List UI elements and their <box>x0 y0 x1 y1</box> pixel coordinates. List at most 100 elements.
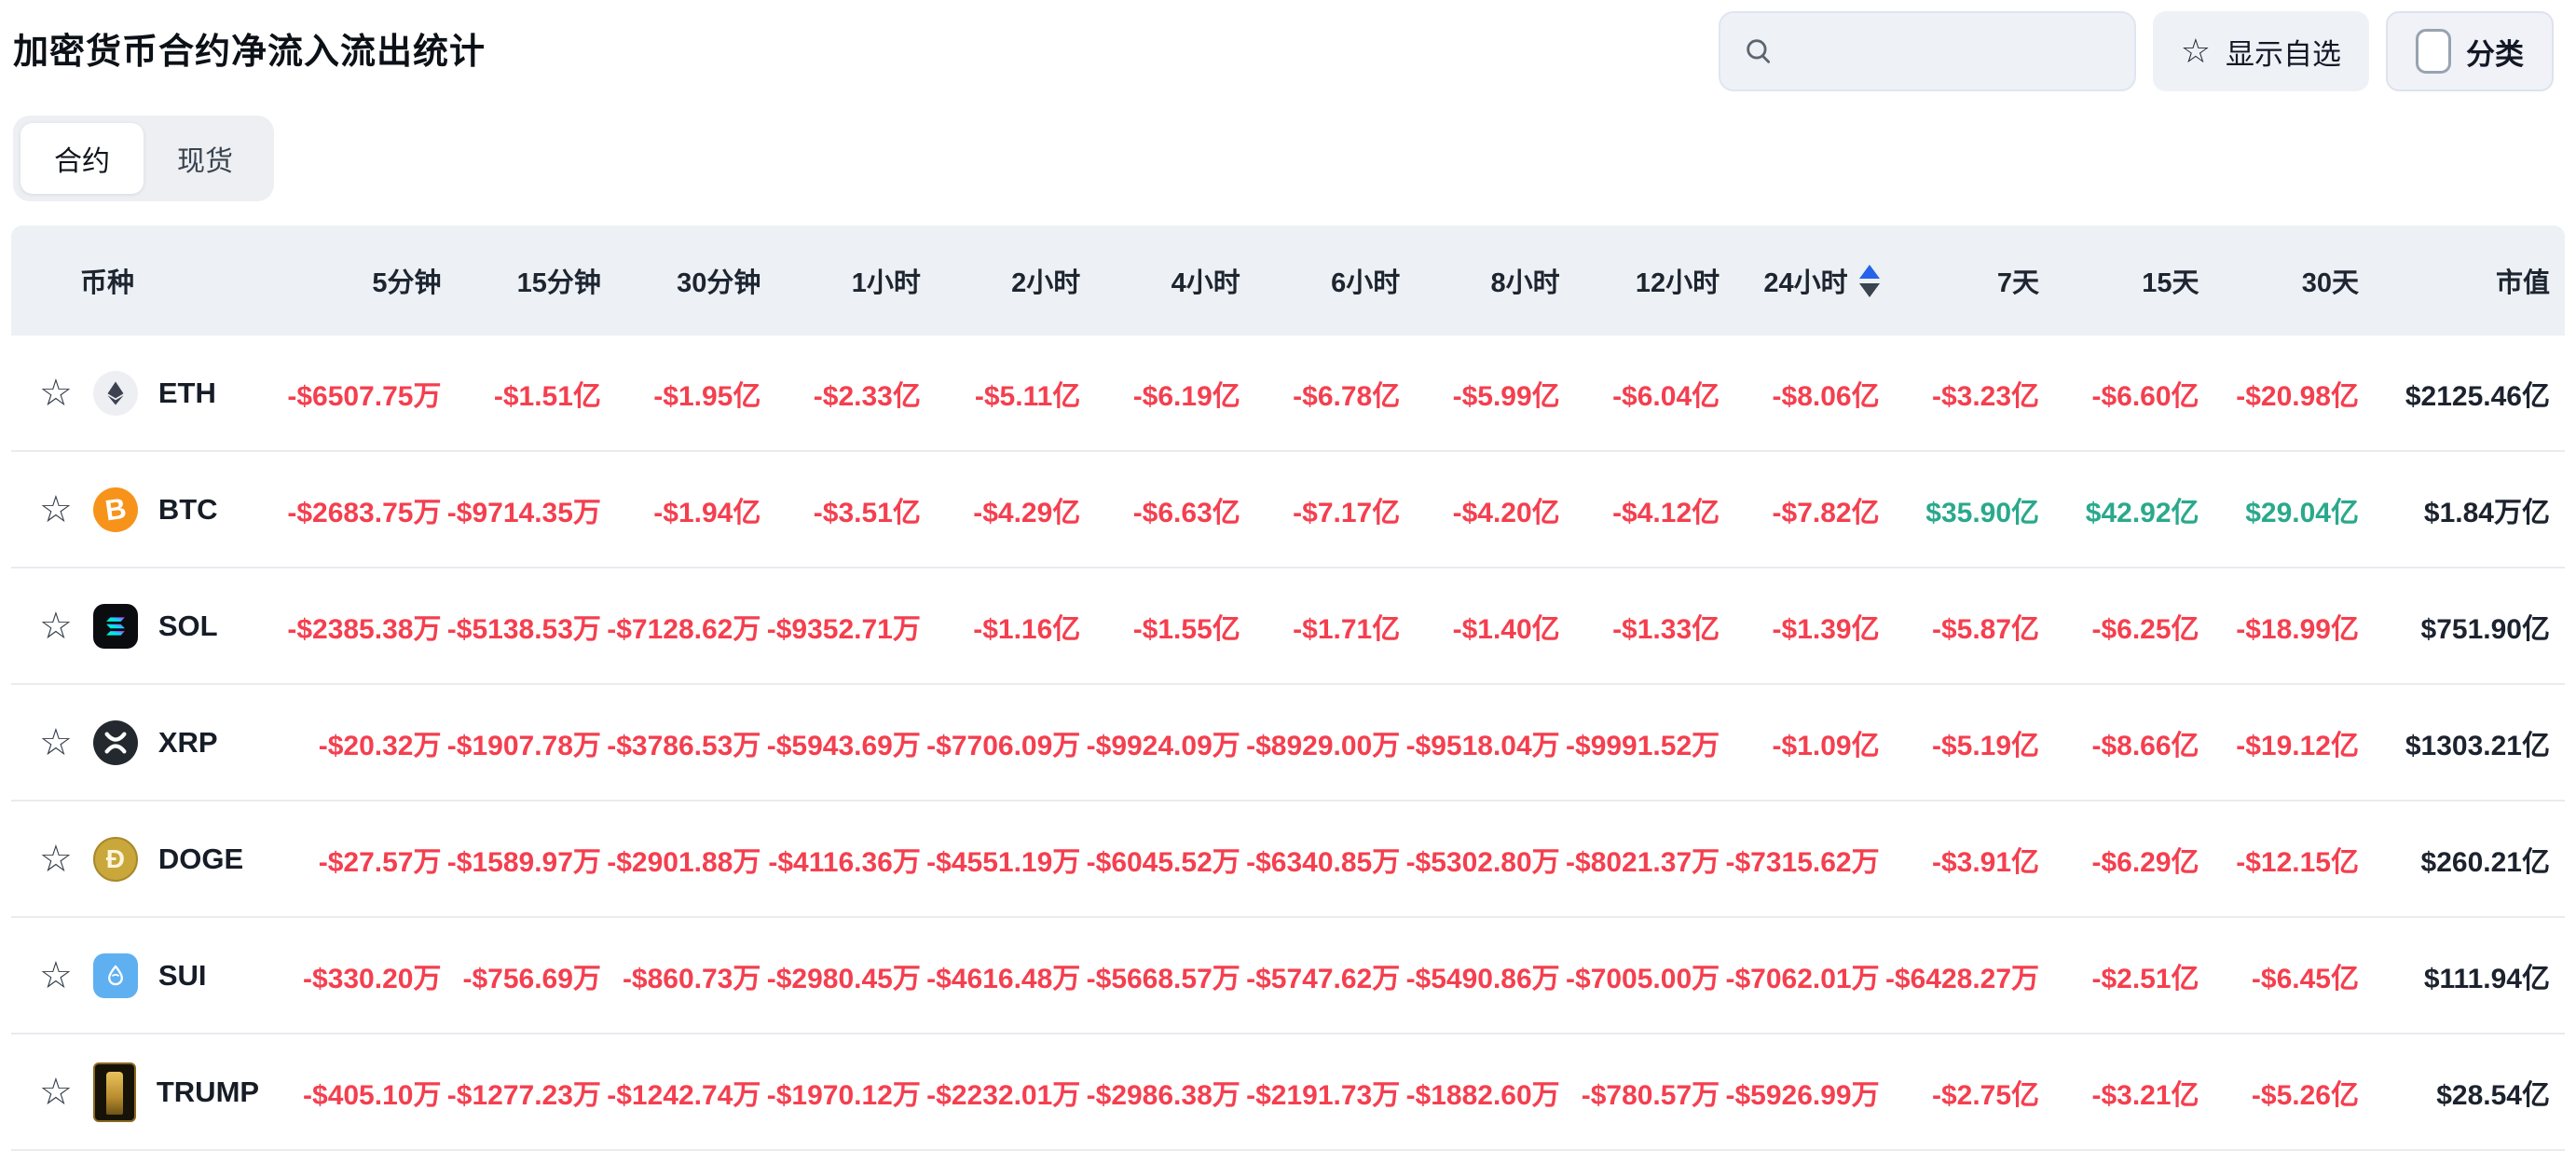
coin-cell: ☆ ETH <box>11 370 281 416</box>
flow-value-8小时: -$1.40亿 <box>1452 613 1560 645</box>
top-controls: ☆ 显示自选 分类 <box>1718 11 2554 91</box>
sort-desc-icon <box>1858 282 1880 297</box>
coin-cell: ☆ SUI <box>11 952 281 998</box>
search-icon <box>1746 39 1770 63</box>
flow-value-5分钟: -$2385.38万 <box>287 613 442 645</box>
table-header-row: 币种 5分钟 15分钟 30分钟 1小时 2小时 4小时 6小时 8小时 12小时 24小时 7天 15… <box>11 226 2565 336</box>
column-header-15天[interactable]: 15天 <box>2142 268 2199 298</box>
sol-icon <box>92 603 138 649</box>
flow-value-2小时: -$5.11亿 <box>974 380 1081 412</box>
column-header-市值[interactable]: 市值 <box>2495 268 2550 298</box>
flow-value-5分钟: -$2683.75万 <box>287 497 442 528</box>
search-box[interactable] <box>1718 11 2136 91</box>
market-cap-value: $751.90亿 <box>2420 613 2550 645</box>
category-checkbox[interactable] <box>2416 29 2451 74</box>
flow-value-7天: -$3.23亿 <box>1931 380 2040 412</box>
column-header-24小时[interactable]: 24小时 <box>1720 261 1880 300</box>
flow-value-15分钟: -$1589.97万 <box>446 846 601 878</box>
flow-value-12小时: -$1.33亿 <box>1612 613 1720 645</box>
flow-value-30分钟: -$1242.74万 <box>607 1079 761 1111</box>
flow-value-4小时: -$6.19亿 <box>1132 380 1240 412</box>
table-row-XRP[interactable]: ☆ XRP -$20.32万 -$1907.78万 -$3786.53万 -$5943.6… <box>11 685 2565 802</box>
column-header-30分钟[interactable]: 30分钟 <box>677 268 761 298</box>
column-header-15分钟[interactable]: 15分钟 <box>516 268 601 298</box>
flow-value-24小时: -$7062.01万 <box>1725 963 1880 994</box>
trump-icon <box>92 1062 136 1122</box>
flow-value-4小时: -$9924.09万 <box>1086 730 1240 761</box>
table-row-SOL[interactable]: ☆ SOL -$2385.38万 -$5138.53万 -$7128.62万 -$9352… <box>11 569 2565 685</box>
coin-symbol: DOGE <box>158 842 244 875</box>
flow-value-1小时: -$3.51亿 <box>813 497 921 528</box>
coin-cell: ☆ XRP <box>11 719 281 765</box>
column-header-12小时[interactable]: 12小时 <box>1635 268 1720 298</box>
tab-contracts[interactable]: 合约 <box>21 123 144 194</box>
category-button[interactable]: 分类 <box>2386 11 2554 91</box>
column-header-7天[interactable]: 7天 <box>1996 268 2040 298</box>
flow-value-12小时: -$8021.37万 <box>1566 846 1720 878</box>
star-icon: ☆ <box>2180 32 2211 70</box>
flow-value-5分钟: -$6507.75万 <box>287 380 442 412</box>
favorite-star-icon[interactable]: ☆ <box>39 838 73 880</box>
flow-value-30天: -$6.45亿 <box>2251 963 2359 994</box>
flow-value-12小时: -$7005.00万 <box>1566 963 1720 994</box>
market-cap-value: $111.94亿 <box>2423 963 2550 994</box>
flow-value-2小时: -$1.16亿 <box>973 613 1081 645</box>
flow-value-2小时: -$4616.48万 <box>926 963 1081 994</box>
flow-value-6小时: -$7.17亿 <box>1293 497 1401 528</box>
page-title: 加密货币合约净流入流出统计 <box>13 33 486 72</box>
coin-cell: ☆ B BTC <box>11 486 281 532</box>
table-row-BTC[interactable]: ☆ B BTC -$2683.75万 -$9714.35万 -$1.94亿 -$3.51亿 -… <box>11 452 2565 569</box>
column-header-6小时[interactable]: 6小时 <box>1331 268 1401 298</box>
coin-symbol: BTC <box>158 492 218 526</box>
flow-value-12小时: -$4.12亿 <box>1612 497 1720 528</box>
flow-value-15分钟: -$1277.23万 <box>446 1079 601 1111</box>
flow-value-4小时: -$6.63亿 <box>1132 497 1240 528</box>
sort-arrows-icon[interactable] <box>1858 264 1880 297</box>
tab-spot[interactable]: 现货 <box>144 123 267 194</box>
flow-value-1小时: -$4116.36万 <box>768 846 921 878</box>
show-favorites-button[interactable]: ☆ 显示自选 <box>2152 11 2369 91</box>
table-row-DOGE[interactable]: ☆ Ð DOGE -$27.57万 -$1589.97万 -$2901.88万 -$4116… <box>11 802 2565 918</box>
favorite-star-icon[interactable]: ☆ <box>39 721 73 763</box>
flow-value-1小时: -$1970.12万 <box>766 1079 921 1111</box>
flow-value-7天: -$6428.27万 <box>1884 963 2040 994</box>
flow-value-30分钟: -$2901.88万 <box>607 846 761 878</box>
eth-icon <box>92 370 138 416</box>
column-header-8小时[interactable]: 8小时 <box>1490 268 1560 298</box>
column-header-label: 24小时 <box>1763 268 1848 298</box>
favorite-star-icon[interactable]: ☆ <box>39 1071 73 1113</box>
favorite-star-icon[interactable]: ☆ <box>39 488 73 530</box>
flow-value-24小时: -$1.39亿 <box>1772 613 1880 645</box>
table-row-TRUMP[interactable]: ☆ TRUMP -$405.10万 -$1277.23万 -$1242.74万 -$197… <box>11 1035 2565 1151</box>
flow-value-7天: -$3.91亿 <box>1931 846 2040 878</box>
column-header-4小时[interactable]: 4小时 <box>1171 268 1240 298</box>
flow-value-7天: -$2.75亿 <box>1931 1079 2040 1111</box>
search-input[interactable] <box>1788 34 2112 68</box>
favorite-star-icon[interactable]: ☆ <box>39 605 73 647</box>
column-header-30天[interactable]: 30天 <box>2301 268 2359 298</box>
flow-value-24小时: -$5926.99万 <box>1725 1079 1880 1111</box>
flow-value-30天: -$19.12亿 <box>2236 730 2359 761</box>
flow-value-15天: -$6.25亿 <box>2091 613 2199 645</box>
column-header-5分钟[interactable]: 5分钟 <box>372 268 442 298</box>
column-header-2小时[interactable]: 2小时 <box>1011 268 1081 298</box>
flow-value-30分钟: -$1.94亿 <box>653 497 761 528</box>
column-header-1小时[interactable]: 1小时 <box>851 268 921 298</box>
coin-symbol: TRUMP <box>156 1075 260 1108</box>
xrp-icon <box>92 719 138 765</box>
flow-value-2小时: -$7706.09万 <box>926 730 1081 761</box>
flow-value-15天: -$6.29亿 <box>2091 846 2199 878</box>
market-cap-value: $1303.21亿 <box>2405 730 2550 761</box>
btc-icon: B <box>92 486 138 532</box>
table-row-SUI[interactable]: ☆ SUI -$330.20万 -$756.69万 -$860.73万 -$2980.45… <box>11 918 2565 1035</box>
market-cap-value: $28.54亿 <box>2436 1079 2550 1111</box>
favorite-star-icon[interactable]: ☆ <box>39 372 73 414</box>
favorite-star-icon[interactable]: ☆ <box>39 954 73 996</box>
header-bar: 加密货币合约净流入流出统计 ☆ 显示自选 分类 <box>0 0 2576 91</box>
coin-cell: ☆ SOL <box>11 603 281 649</box>
flow-value-24小时: -$1.09亿 <box>1772 730 1880 761</box>
flow-value-8小时: -$5302.80万 <box>1405 846 1560 878</box>
table-body: ☆ ETH -$6507.75万 -$1.51亿 -$1.95亿 -$2.33亿 -$5.1… <box>11 336 2565 1151</box>
flow-value-24小时: -$8.06亿 <box>1772 380 1880 412</box>
table-row-ETH[interactable]: ☆ ETH -$6507.75万 -$1.51亿 -$1.95亿 -$2.33亿 -$5.1… <box>11 336 2565 452</box>
